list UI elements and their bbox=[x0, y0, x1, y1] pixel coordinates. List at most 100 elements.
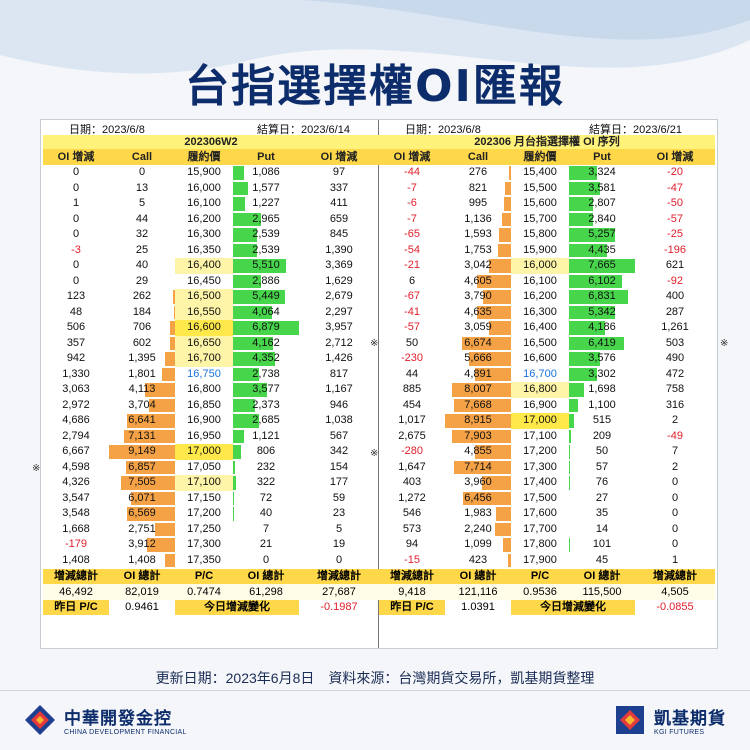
put-oi-bar bbox=[233, 243, 258, 257]
put-oi-value: 1,577 bbox=[252, 181, 280, 194]
call-oi-bar bbox=[127, 507, 175, 521]
call-oi-value: 1,983 bbox=[464, 507, 492, 519]
call-oi-bar bbox=[475, 445, 511, 459]
put-oi-change-value: 758 bbox=[665, 383, 685, 395]
call-oi-bar bbox=[146, 538, 175, 552]
put-oi-change: 2,297 bbox=[299, 305, 379, 321]
call-oi-change-value: 357 bbox=[66, 336, 86, 349]
call-oi: 2,240 bbox=[445, 522, 511, 538]
strike-price-value: 16,400 bbox=[523, 321, 557, 333]
table-row: 3,548 6,569 17,200 40 23 bbox=[43, 506, 379, 522]
put-oi-change: -49 bbox=[635, 429, 715, 445]
strike-price-value: 16,600 bbox=[187, 321, 221, 333]
table-row: 6 4,605 16,100 6,102 -92 bbox=[379, 274, 715, 290]
call-oi: 6,071 bbox=[109, 491, 175, 507]
put-oi-change-value: 845 bbox=[329, 228, 349, 240]
call-oi: 6,456 bbox=[445, 491, 511, 507]
strike-price: 17,000 bbox=[511, 413, 569, 429]
put-oi-bar bbox=[233, 414, 259, 428]
call-oi: 8,915 bbox=[445, 413, 511, 429]
put-oi-change: 490 bbox=[635, 351, 715, 367]
put-oi-bar bbox=[569, 290, 628, 304]
put-oi-bar bbox=[233, 259, 286, 273]
put-oi-change: -20 bbox=[635, 165, 715, 181]
put-oi-value: 2,886 bbox=[252, 274, 280, 287]
put-oi: 14 bbox=[569, 522, 635, 538]
put-oi-value: 0 bbox=[262, 553, 270, 566]
put-oi-value: 6,102 bbox=[588, 274, 616, 287]
trade-date: 日期：2023/6/8 bbox=[405, 124, 481, 136]
put-oi-value: 232 bbox=[256, 460, 276, 473]
call-oi: 3,790 bbox=[445, 289, 511, 305]
call-oi-change-value: -57 bbox=[404, 321, 420, 333]
put-oi: 1,227 bbox=[233, 196, 299, 212]
table-row: 94 1,099 17,800 101 0 bbox=[379, 537, 715, 553]
call-oi-change-value: 1,272 bbox=[398, 491, 426, 504]
put-oi-change: 659 bbox=[299, 212, 379, 228]
put-oi: 2,685 bbox=[233, 413, 299, 429]
call-oi: 3,059 bbox=[445, 320, 511, 336]
put-oi-value: 3,581 bbox=[588, 181, 616, 194]
put-oi-change: 1,629 bbox=[299, 274, 379, 290]
put-oi-change: 2,679 bbox=[299, 289, 379, 305]
table-row: 573 2,240 17,700 14 0 bbox=[379, 522, 715, 538]
table-row: -15 423 17,900 45 1 bbox=[379, 553, 715, 569]
put-oi-change: 0 bbox=[299, 553, 379, 569]
call-oi-change: 546 bbox=[379, 506, 445, 522]
yesterday-pc-label: 昨日 P/C bbox=[43, 600, 109, 615]
header-call: Call bbox=[131, 151, 153, 163]
kgi-logo-name: 凱基期貨 bbox=[654, 709, 726, 728]
put-oi-bar bbox=[569, 414, 574, 428]
call-oi: 706 bbox=[109, 320, 175, 336]
call-oi: 6,857 bbox=[109, 460, 175, 476]
strike-price-value: 16,550 bbox=[187, 305, 221, 318]
call-oi-value: 4,891 bbox=[464, 367, 492, 380]
put-oi-change-value: 3,369 bbox=[325, 259, 353, 271]
put-oi: 806 bbox=[233, 444, 299, 460]
put-oi: 6,102 bbox=[569, 274, 635, 290]
call-oi-bar bbox=[145, 383, 175, 397]
put-oi-bar bbox=[569, 445, 570, 459]
put-oi-value: 2,840 bbox=[588, 212, 616, 225]
strike-price: 16,900 bbox=[511, 398, 569, 414]
call-oi-change-value: 6 bbox=[408, 274, 416, 287]
strike-price: 16,600 bbox=[175, 320, 233, 336]
put-oi-value: 101 bbox=[592, 538, 612, 550]
call-oi-change: -230 bbox=[379, 351, 445, 367]
call-oi-bar bbox=[463, 491, 511, 505]
panel-divider bbox=[378, 120, 379, 648]
put-oi-change-value: 817 bbox=[329, 367, 349, 380]
strike-price: 17,300 bbox=[511, 460, 569, 476]
put-oi-bar bbox=[233, 460, 235, 474]
call-oi-value: 0 bbox=[138, 166, 146, 178]
atm-marker-center-top: ※ bbox=[370, 338, 379, 349]
strike-price: 16,650 bbox=[175, 335, 233, 351]
put-oi-change-value: 946 bbox=[329, 398, 349, 411]
call-oi-bar bbox=[509, 166, 511, 180]
table-row: 546 1,983 17,600 35 0 bbox=[379, 506, 715, 522]
call-oi-value: 3,059 bbox=[464, 321, 492, 333]
put-oi-value: 1,698 bbox=[588, 383, 616, 395]
table-row: -67 3,790 16,200 6,831 400 bbox=[379, 289, 715, 305]
call-oi-value: 6,456 bbox=[464, 491, 492, 504]
call-oi-bar bbox=[123, 429, 175, 443]
call-oi-change-value: 44 bbox=[405, 367, 419, 380]
call-oi-value: 32 bbox=[135, 228, 149, 240]
put-oi-change: 411 bbox=[299, 196, 379, 212]
put-oi: 1,121 bbox=[233, 429, 299, 445]
total-call-oi: 121,116 bbox=[458, 586, 498, 598]
put-oi-bar bbox=[233, 398, 256, 412]
put-oi-change: 1,261 bbox=[635, 320, 715, 336]
put-oi-value: 4,186 bbox=[588, 321, 616, 333]
call-oi-change: 0 bbox=[43, 181, 109, 197]
put-oi: 2,886 bbox=[233, 274, 299, 290]
put-oi-value: 5,449 bbox=[252, 290, 280, 302]
strike-price-value: 16,200 bbox=[523, 290, 557, 302]
table-row: -280 4,855 17,200 50 7 bbox=[379, 444, 715, 460]
call-oi: 3,960 bbox=[445, 475, 511, 491]
strike-price-value: 16,650 bbox=[187, 336, 221, 349]
strike-price-value: 16,950 bbox=[187, 429, 221, 442]
pc-ratio: 0.9536 bbox=[523, 586, 557, 598]
call-oi-value: 1,395 bbox=[128, 352, 156, 364]
call-oi: 3,042 bbox=[445, 258, 511, 274]
